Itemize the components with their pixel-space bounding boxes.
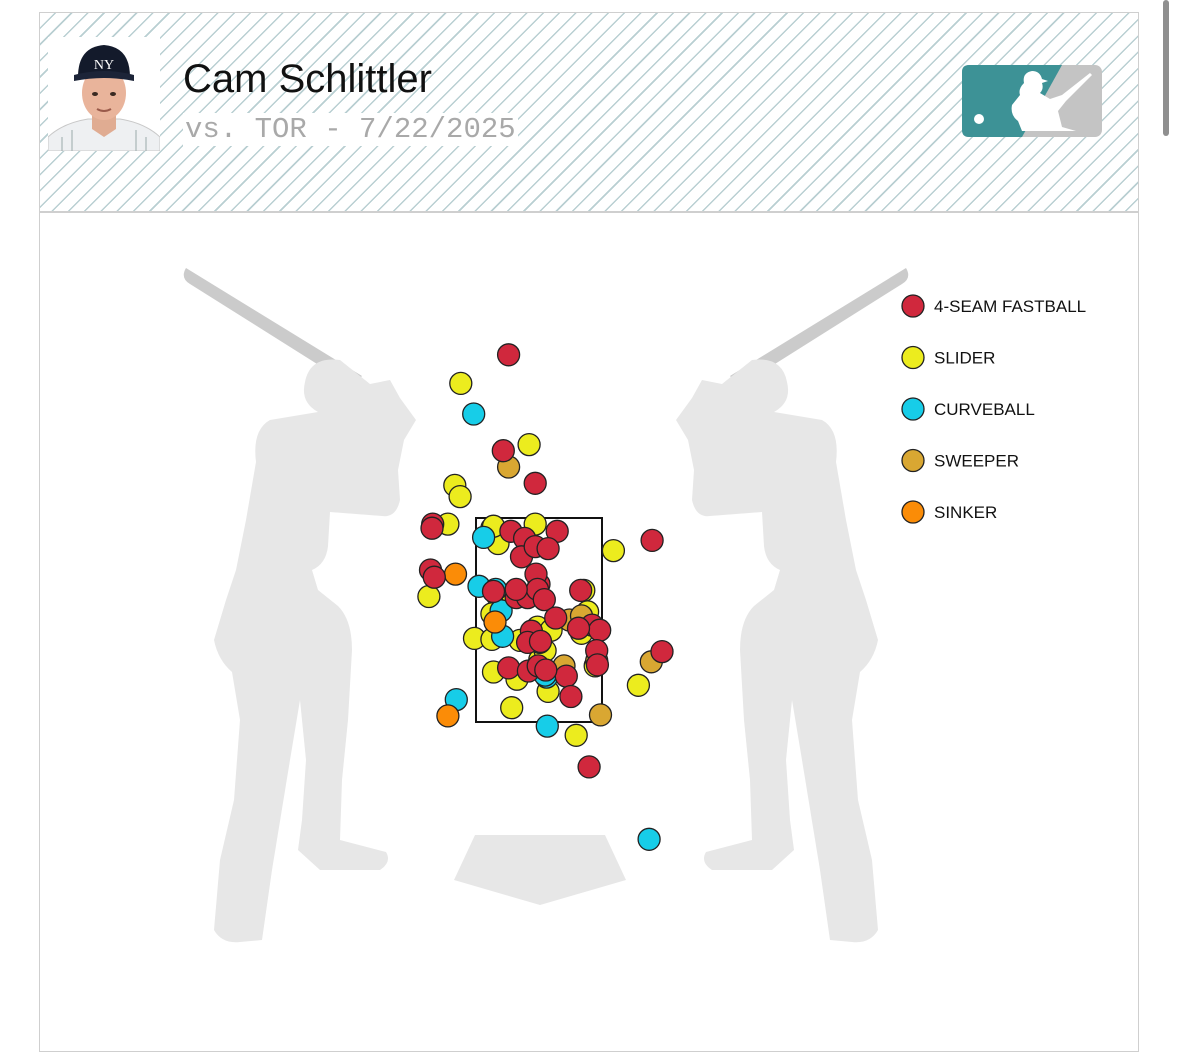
pitch-point-4-seam-fastball — [496, 656, 521, 680]
legend-label: SINKER — [934, 503, 997, 522]
cap-logo: NY — [94, 58, 114, 73]
pitch-point-sinker — [436, 704, 460, 728]
pitch-point-4-seam-fastball — [420, 516, 444, 540]
mlb-logo-icon — [962, 65, 1102, 137]
home-plate — [454, 835, 626, 905]
pitch-point-4-seam-fastball — [588, 618, 612, 642]
legend-label: SLIDER — [934, 349, 995, 368]
pitch-point-4-seam-fastball — [544, 606, 568, 630]
pitch-point-curveball — [535, 714, 559, 738]
vertical-scrollbar[interactable] — [1160, 0, 1172, 140]
pitch-point-slider — [626, 673, 651, 697]
legend-label: SWEEPER — [934, 452, 1019, 471]
legend-swatch — [901, 294, 925, 318]
legend-label: 4-SEAM FASTBALL — [934, 297, 1086, 316]
pitch-point-4-seam-fastball — [504, 577, 528, 602]
scrollbar-thumb[interactable] — [1163, 0, 1169, 136]
pitch-point-4-seam-fastball — [566, 616, 591, 640]
pitch-point-4-seam-fastball — [532, 587, 556, 612]
legend-swatch — [901, 345, 925, 370]
pitch-point-4-seam-fastball — [577, 755, 601, 779]
pitch-point-4-seam-fastball — [534, 658, 558, 682]
right-bat — [730, 268, 909, 386]
chart-legend: 4-SEAM FASTBALL SLIDER CURVEBALL SWEEPER SIN… — [901, 294, 1086, 524]
pitch-point-curveball — [462, 402, 486, 426]
pitch-point-4-seam-fastball — [536, 536, 560, 561]
pitch-point-sinker — [443, 562, 468, 586]
pitch-point-slider — [564, 723, 588, 747]
left-batter-silhouette — [183, 268, 416, 943]
pitch-point-4-seam-fastball — [528, 629, 553, 654]
pitch-point-4-seam-fastball — [650, 639, 674, 664]
pitch-point-slider — [448, 484, 472, 509]
game-subtitle: vs. TOR - 7/22/2025 — [183, 113, 518, 146]
legend-label: CURVEBALL — [934, 400, 1035, 419]
pitch-point-4-seam-fastball — [559, 684, 583, 709]
pitch-point-sinker — [483, 610, 507, 634]
pitch-point-4-seam-fastball — [523, 471, 547, 495]
player-name: Cam Schlittler — [183, 57, 432, 101]
pitch-point-4-seam-fastball — [496, 343, 521, 367]
pitch-point-4-seam-fastball — [481, 579, 506, 604]
pitch-point-curveball — [637, 827, 661, 851]
pitch-point-slider — [417, 584, 441, 609]
legend-swatch — [901, 500, 925, 524]
pitch-point-4-seam-fastball — [554, 664, 578, 688]
batter-silhouettes — [183, 268, 909, 943]
pitch-point-4-seam-fastball — [585, 653, 610, 677]
pitch-point-sweeper — [588, 703, 613, 727]
pitch-points — [417, 343, 674, 851]
pitch-point-4-seam-fastball — [491, 439, 515, 463]
pitch-point-slider — [517, 432, 541, 457]
pitch-point-4-seam-fastball — [422, 565, 446, 589]
pitch-point-4-seam-fastball — [569, 578, 593, 603]
pitch-point-curveball — [471, 525, 496, 550]
player-headshot-avatar: NY — [48, 37, 160, 151]
pitch-point-slider — [500, 696, 524, 720]
legend-swatch — [901, 397, 925, 421]
pitch-point-slider — [601, 538, 626, 563]
pitch-point-slider — [449, 371, 473, 396]
pitch-point-4-seam-fastball — [640, 528, 664, 553]
left-bat — [183, 268, 362, 386]
right-batter-silhouette — [676, 268, 909, 943]
chart-header: NY Cam Schlittler vs. TOR - 7/22/2025 — [40, 13, 1138, 213]
legend-swatch — [901, 448, 925, 473]
